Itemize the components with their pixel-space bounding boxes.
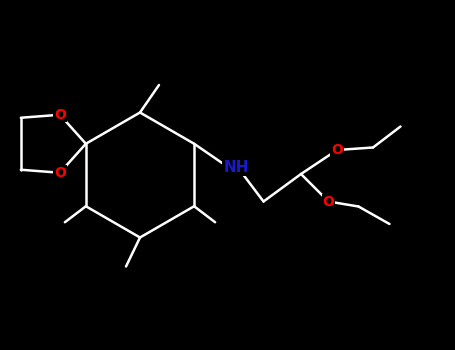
Text: NH: NH [223, 160, 249, 175]
Text: O: O [323, 195, 334, 209]
Text: O: O [54, 108, 66, 122]
Text: O: O [331, 143, 343, 157]
Text: O: O [54, 166, 66, 180]
